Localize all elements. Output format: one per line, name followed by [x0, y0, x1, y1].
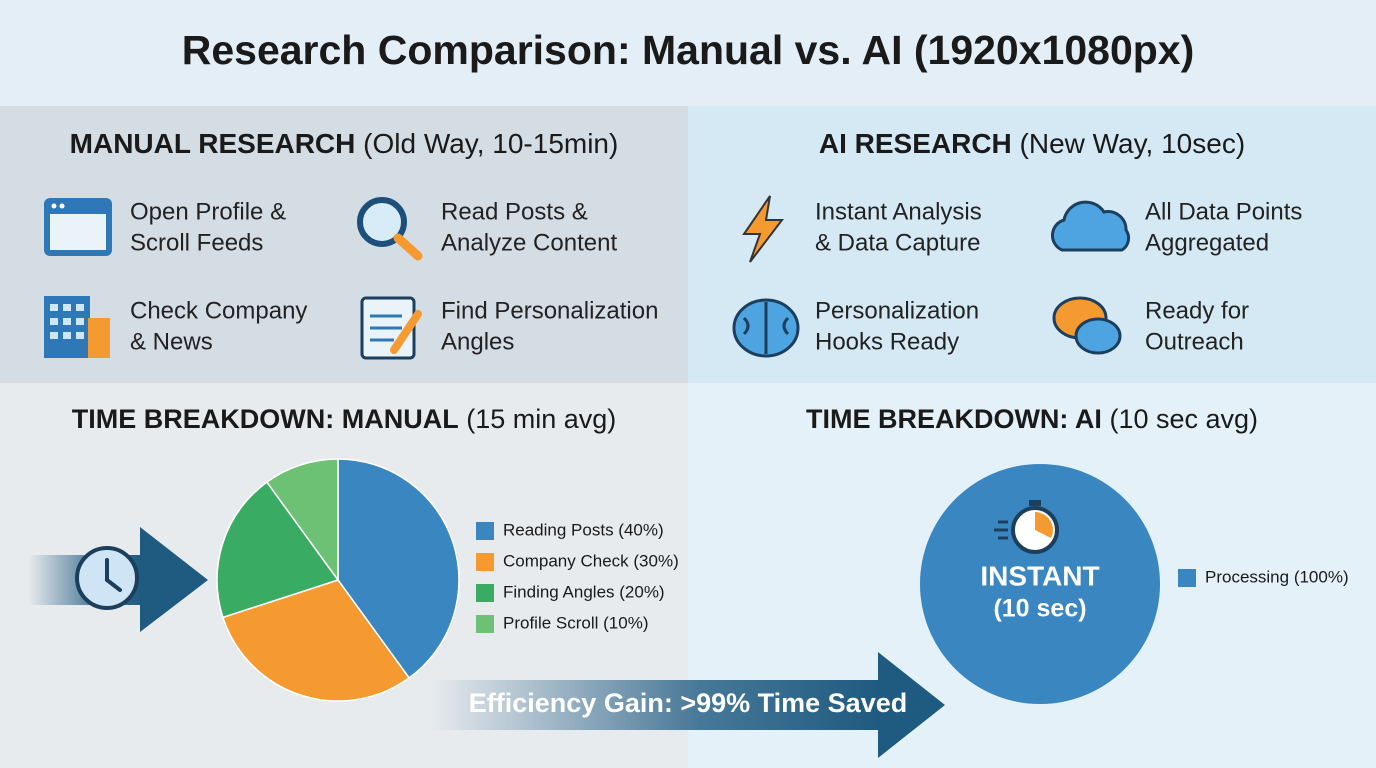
banner-arrow	[430, 652, 945, 758]
legend-swatch	[476, 522, 494, 540]
center-label: (10 sec)	[993, 595, 1086, 623]
legend-swatch	[476, 584, 494, 602]
center-label: INSTANT	[980, 560, 1099, 591]
item-text: Scroll Feeds	[130, 229, 263, 256]
legend-swatch	[1178, 569, 1196, 587]
legend-label: Company Check (30%)	[503, 551, 679, 570]
heading-strong: AI RESEARCH	[819, 128, 1012, 159]
pie-slice	[221, 579, 411, 702]
item-text: Personalization	[815, 297, 979, 324]
panel-bg	[0, 106, 688, 383]
icon-brain	[732, 298, 800, 358]
chart-title: TIME BREAKDOWN: AI (10 sec avg)	[806, 404, 1258, 434]
chart-subtitle: (15 min avg)	[466, 404, 616, 434]
icon-notepad	[360, 296, 422, 360]
chart-subtitle: (10 sec avg)	[1109, 404, 1258, 434]
heading-note: (New Way, 10sec)	[1020, 128, 1246, 159]
item-text: All Data Points	[1145, 198, 1302, 225]
item-text: Aggregated	[1145, 229, 1269, 256]
pie-slice	[337, 458, 460, 679]
icon-cloud	[1051, 200, 1131, 252]
chart-title-strong: TIME BREAKDOWN: MANUAL	[72, 404, 459, 434]
legend-swatch	[476, 615, 494, 633]
item-text: & Data Capture	[815, 229, 980, 256]
icon-lightning	[742, 195, 785, 263]
heading-note: (Old Way, 10-15min)	[363, 128, 618, 159]
panel-heading: AI RESEARCH (New Way, 10sec)	[819, 128, 1245, 159]
panel-bg	[688, 106, 1376, 383]
icon-magnifier	[357, 197, 423, 261]
pie-slice	[265, 458, 339, 583]
icon-buildings	[44, 296, 110, 358]
item-text: Open Profile &	[130, 198, 286, 225]
banner-text: Efficiency Gain: >99% Time Saved	[469, 688, 907, 718]
chart-title-strong: TIME BREAKDOWN: AI	[806, 404, 1102, 434]
item-text: Find Personalization	[441, 297, 658, 324]
item-text: Hooks Ready	[815, 328, 959, 355]
icon-chat	[1052, 296, 1122, 355]
item-text: Angles	[441, 328, 514, 355]
item-text: Ready for	[1145, 297, 1249, 324]
item-text: Outreach	[1145, 328, 1244, 355]
legend-label: Finding Angles (20%)	[503, 582, 665, 601]
item-text: Read Posts &	[441, 198, 588, 225]
decor-arrow	[28, 527, 208, 632]
item-text: Analyze Content	[441, 229, 617, 256]
icon-stopwatch	[994, 500, 1059, 554]
panel-heading: MANUAL RESEARCH (Old Way, 10-15min)	[70, 128, 619, 159]
legend-label: Profile Scroll (10%)	[503, 613, 649, 632]
legend-label: Processing (100%)	[1205, 567, 1349, 586]
pie-slice	[216, 481, 340, 619]
legend-swatch	[476, 553, 494, 571]
chart-title: TIME BREAKDOWN: MANUAL (15 min avg)	[72, 404, 617, 434]
legend-label: Reading Posts (40%)	[503, 520, 664, 539]
icon-browser	[44, 198, 112, 256]
pie-slice	[920, 464, 1160, 704]
item-text: Instant Analysis	[815, 198, 982, 225]
page-title: Research Comparison: Manual vs. AI (1920…	[182, 27, 1195, 73]
heading-strong: MANUAL RESEARCH	[70, 128, 356, 159]
item-text: & News	[130, 328, 213, 355]
item-text: Check Company	[130, 297, 307, 324]
header-bg	[0, 0, 1376, 106]
